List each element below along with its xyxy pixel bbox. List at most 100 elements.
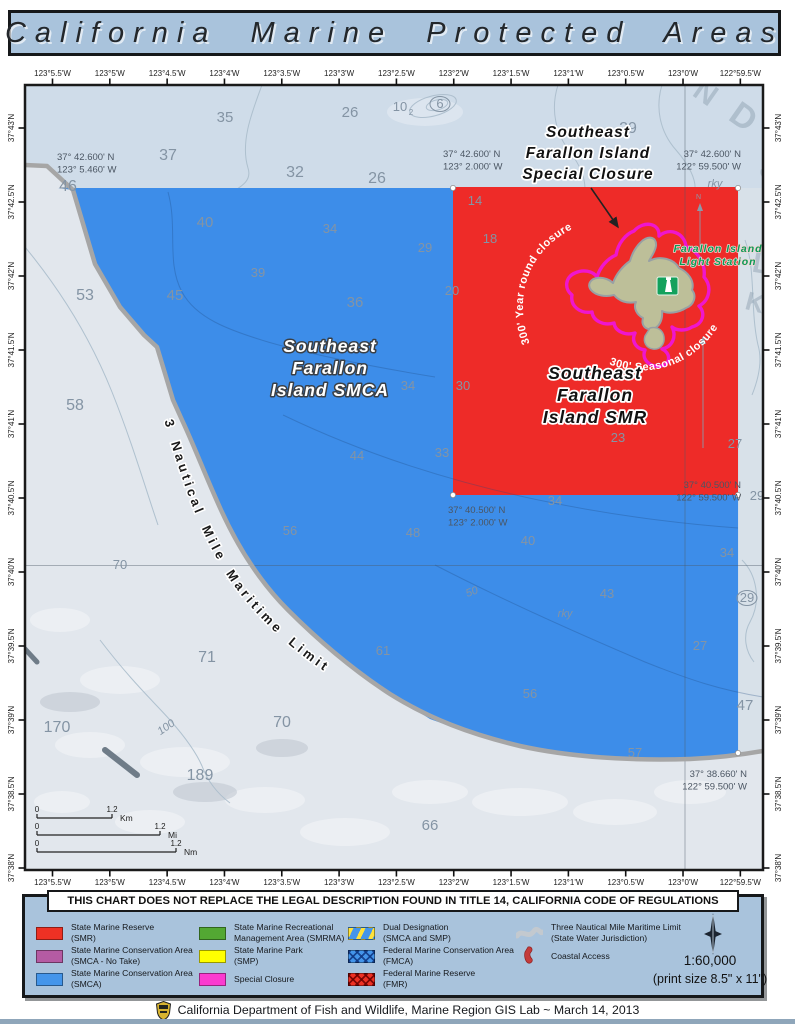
sounding-label: 43 xyxy=(600,586,614,601)
scalebar-zero: 0 xyxy=(35,822,40,831)
sounding-label: 40 xyxy=(197,214,214,231)
sounding-label: 33 xyxy=(435,445,449,460)
maritime-limit-line xyxy=(25,162,763,762)
sounding-circle xyxy=(429,96,451,112)
lat-tick-label: 37°41.5'N xyxy=(7,332,16,367)
lat-tick-label: 37°39'N xyxy=(7,706,16,735)
chart-letter: K xyxy=(742,285,768,319)
corner-coordinate: 122° 59.500' W xyxy=(676,493,741,504)
lat-tick-label: 37°40'N xyxy=(7,558,16,587)
cdfw-shield-icon xyxy=(155,1000,171,1020)
corner-coordinate: 123° 2.000' W xyxy=(443,162,503,173)
smca-label: Farallon xyxy=(292,358,368,378)
sounding-label: 70 xyxy=(273,714,291,731)
corner-coordinate: 37° 40.500' N xyxy=(684,480,742,491)
corner-coordinate: 37° 38.660' N xyxy=(690,769,748,780)
map-scale: 1:60,000 xyxy=(683,953,737,968)
legend-item-label: State Marine Recreational Management Area… xyxy=(234,922,345,943)
title-banner: California Marine Protected Areas xyxy=(4,10,785,56)
sounding-label: 14 xyxy=(468,193,482,208)
lat-tick-label: 37°43'N xyxy=(7,114,16,143)
lon-tick-label: 123°0'W xyxy=(668,878,699,887)
lat-tick-label: 37°41'N xyxy=(774,410,783,439)
legend-item: Special Closure xyxy=(199,968,294,990)
sounding-label: 40 xyxy=(521,533,535,548)
corner-coordinate: 37° 40.500' N xyxy=(448,505,506,516)
lat-tick-label: 37°38'N xyxy=(774,854,783,883)
legend-item: State Marine Conservation Area (SMCA) xyxy=(36,968,193,990)
corner-coordinate: 37° 42.600' N xyxy=(57,152,115,163)
sounding-label: rky xyxy=(708,178,724,190)
lat-tick-label: 37°39.5'N xyxy=(774,628,783,663)
sounding-label: 56 xyxy=(523,686,537,701)
lat-tick-label: 37°43'N xyxy=(774,114,783,143)
smca-label: Island SMCA xyxy=(271,380,389,400)
lon-tick-label: 123°5.5'W xyxy=(34,69,71,78)
credit-text: California Department of Fish and Wildli… xyxy=(177,1003,640,1017)
sounding-label: 71 xyxy=(198,649,216,666)
sounding-label: 189 xyxy=(187,767,214,784)
sounding-label: 56 xyxy=(283,523,297,538)
lon-tick-label: 123°0'W xyxy=(668,69,699,78)
lon-tick-label: 123°1.5'W xyxy=(493,878,530,887)
smr-label: Southeast xyxy=(548,363,642,383)
sounding-label: 18 xyxy=(483,231,497,246)
sounding-label: rky xyxy=(558,608,574,620)
legend-swatch-fmca xyxy=(348,949,375,963)
lon-tick-label: 123°1'W xyxy=(553,878,584,887)
light-station-label: Light Station xyxy=(679,256,756,268)
sounding-label: 29 xyxy=(418,240,432,255)
legend-item: Federal Marine Conservation Area (FMCA) xyxy=(348,945,514,967)
farallon-island-south-tail xyxy=(643,326,665,350)
lat-tick-label: 37°38.5'N xyxy=(774,776,783,811)
lat-tick-label: 37°42.5'N xyxy=(774,184,783,219)
lat-tick-label: 37°40.5'N xyxy=(7,480,16,515)
chart-obstruction-marks xyxy=(25,646,140,778)
special-closure-arrow xyxy=(590,187,619,229)
sounding-label: 57 xyxy=(628,745,642,760)
special-closure-label: Special Closure xyxy=(522,166,653,183)
smr-label: Farallon xyxy=(557,385,633,405)
lon-tick-label: 123°5'W xyxy=(95,878,126,887)
scalebar-max: 1.2 xyxy=(154,822,166,831)
smca-label: Southeast xyxy=(283,336,377,356)
scalebar-max: 1.2 xyxy=(106,805,118,814)
scalebar-unit: Nm xyxy=(184,847,197,857)
north-arrow-icon xyxy=(704,913,722,955)
smr-area xyxy=(453,187,738,495)
sounding-label: 32 xyxy=(286,164,304,181)
lat-tick-label: 37°38'N xyxy=(7,854,16,883)
legend-item-label: Three Nautical Mile Maritime Limit (State… xyxy=(551,922,681,943)
legend-swatch-dual xyxy=(348,926,375,940)
map-frame xyxy=(23,83,765,872)
legend-item: State Marine Reserve (SMR) xyxy=(36,922,154,944)
light-station-marker xyxy=(656,276,679,296)
lon-tick-label: 123°2'W xyxy=(439,69,470,78)
lat-tick-label: 37°42.5'N xyxy=(7,184,16,219)
sounding-label: 23 xyxy=(611,430,625,445)
chart-north-letter: N xyxy=(696,194,701,201)
legend-item-label: Federal Marine Reserve (FMR) xyxy=(383,968,476,989)
sounding-label: 44 xyxy=(350,448,364,463)
corner-coordinate: 37° 42.600' N xyxy=(443,149,501,160)
smr-label: Island SMR xyxy=(543,407,647,427)
sounding-label: 26 xyxy=(342,104,359,121)
sounding-label: 36 xyxy=(347,294,364,311)
page-title: California Marine Protected Areas xyxy=(4,16,785,49)
eastern-shore-strip xyxy=(739,188,763,754)
sounding-label: 6 xyxy=(436,96,443,111)
sounding-label: 50 xyxy=(464,584,480,600)
lat-tick-label: 37°42'N xyxy=(7,262,16,291)
lat-tick-label: 37°41.5'N xyxy=(774,332,783,367)
lat-tick-label: 37°42'N xyxy=(774,262,783,291)
legend-item-label: State Marine Conservation Area (SMCA) xyxy=(71,968,193,989)
lon-tick-label: 123°5.5'W xyxy=(34,878,71,887)
sounding-label: 34 xyxy=(401,378,415,393)
boundary-coordinates: 37° 42.600' N 123° 5.460' W 37° 42.600' N 1… xyxy=(57,149,747,793)
sounding-label: 66 xyxy=(422,817,439,834)
lat-tick-label: 37°40.5'N xyxy=(774,480,783,515)
